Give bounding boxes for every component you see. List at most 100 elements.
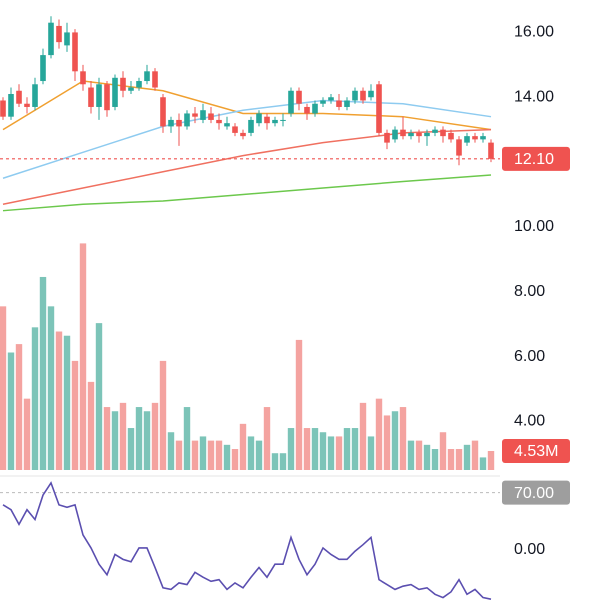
candle-body — [120, 77, 126, 91]
candle-body — [96, 84, 102, 107]
y-tick-label: 4.00 — [514, 413, 545, 430]
candle-body — [32, 84, 38, 107]
candle-body — [224, 123, 230, 127]
candle-body — [240, 132, 246, 137]
candle-body — [208, 113, 214, 120]
volume-bar — [31, 327, 39, 470]
candle-body — [64, 32, 70, 46]
volume-bar — [439, 432, 447, 470]
candle-body — [352, 90, 358, 101]
candle-body — [48, 22, 54, 56]
candle-body — [312, 103, 318, 114]
volume-bar — [15, 344, 23, 470]
volume-bar — [79, 243, 87, 470]
candle-body — [296, 90, 302, 104]
candle-body — [392, 129, 398, 140]
y-tick-label: 16.00 — [514, 24, 554, 41]
volume-bar — [23, 398, 31, 470]
candle-body — [272, 119, 278, 124]
last-price-label: 12.10 — [514, 151, 554, 168]
candle-body — [368, 90, 374, 98]
y-tick-label: 14.00 — [514, 88, 554, 105]
indicator-level-badge — [502, 480, 570, 505]
candle-body — [448, 132, 454, 140]
candle-body — [280, 119, 286, 121]
volume-bar — [399, 407, 407, 470]
volume-bar — [71, 360, 79, 470]
candle-body — [480, 136, 486, 140]
volume-bar — [183, 407, 191, 470]
indicator-tick-label: 70.00 — [514, 485, 554, 502]
volume-bar — [311, 428, 319, 470]
volume-bar — [47, 306, 55, 470]
volume-bar — [295, 339, 303, 470]
candle-body — [304, 106, 310, 114]
volume-bar — [447, 449, 455, 470]
candle-body — [24, 103, 30, 107]
volume-bar — [167, 432, 175, 470]
candle-body — [488, 142, 494, 159]
candle-body — [152, 71, 158, 88]
candle-body — [328, 97, 334, 101]
candle-body — [0, 100, 6, 117]
volume-bar — [247, 436, 255, 470]
y-tick-label: 8.00 — [514, 283, 545, 300]
volume-bar — [319, 432, 327, 470]
last-price-badge — [502, 146, 570, 171]
candle-body — [40, 55, 46, 82]
candle-body — [464, 136, 470, 143]
moving-average — [2, 99, 492, 179]
candle-body — [440, 129, 446, 137]
volume-bar — [103, 407, 111, 470]
volume-bar — [199, 436, 207, 470]
volume-badge — [502, 438, 570, 463]
volume-bar — [279, 453, 287, 470]
candle-body — [376, 84, 382, 133]
volume-bar — [359, 402, 367, 470]
volume-bar — [423, 444, 431, 470]
candle-body — [144, 71, 150, 82]
volume-bar — [303, 428, 311, 470]
candle-body — [16, 90, 22, 104]
candle-body — [184, 113, 190, 127]
volume-bar — [63, 335, 71, 470]
volume-bar — [271, 453, 279, 470]
candle-body — [104, 84, 110, 111]
candle-body — [8, 94, 14, 117]
volume-bar — [327, 436, 335, 470]
candle-body — [160, 97, 166, 127]
volume-bar — [135, 407, 143, 470]
volume-bar — [87, 381, 95, 470]
volume-bar — [175, 440, 183, 470]
candle-body — [432, 129, 438, 133]
candle-body — [192, 113, 198, 117]
candle-body — [408, 132, 414, 137]
candle-body — [384, 132, 390, 143]
volume-bar — [471, 440, 479, 470]
volume-bar — [55, 331, 63, 470]
volume-bar — [151, 402, 159, 470]
moving-average — [2, 174, 492, 212]
candle-body — [200, 110, 206, 120]
candle-body — [216, 119, 222, 124]
volume-bar — [215, 440, 223, 470]
volume-bar — [255, 440, 263, 470]
volume-bar — [407, 440, 415, 470]
volume-bar — [367, 436, 375, 470]
volume-bar — [335, 436, 343, 470]
volume-bar — [351, 428, 359, 470]
candle-body — [400, 129, 406, 137]
volume-bar — [463, 444, 471, 470]
y-tick-label: 10.00 — [514, 218, 554, 235]
moving-average — [2, 128, 492, 205]
volume-bar — [479, 457, 487, 470]
volume-bar — [111, 411, 119, 470]
volume-bar — [231, 449, 239, 470]
candle-body — [56, 25, 62, 43]
candle-body — [264, 116, 270, 124]
candle-body — [288, 90, 294, 114]
volume-bar — [239, 423, 247, 470]
volume-bar — [39, 276, 47, 470]
candle-body — [168, 119, 174, 127]
